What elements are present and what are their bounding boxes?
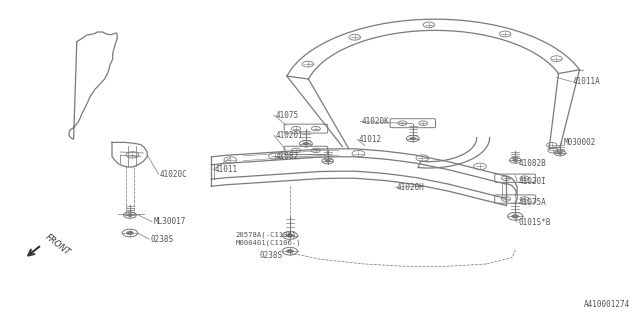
Text: 41020C: 41020C [160,170,188,179]
Text: M000401(C1106-): M000401(C1106-) [236,239,301,246]
Text: FRONT: FRONT [44,232,72,257]
Text: 0238S: 0238S [259,252,282,260]
Circle shape [325,160,330,162]
Text: 41020K: 41020K [362,117,389,126]
Circle shape [287,234,293,237]
Circle shape [512,215,518,218]
Text: 41011: 41011 [214,165,237,174]
Circle shape [513,159,518,162]
Text: ML30017: ML30017 [154,217,186,226]
Circle shape [127,231,133,235]
Circle shape [287,250,293,253]
Text: M030002: M030002 [563,138,596,147]
Text: 41082: 41082 [275,152,298,161]
Text: 0238S: 0238S [150,235,173,244]
Text: 0101S*B: 0101S*B [518,218,551,227]
Text: 20578A(-C1106): 20578A(-C1106) [236,231,297,238]
Text: 41012: 41012 [358,135,381,144]
Circle shape [410,137,416,140]
Text: 41075: 41075 [275,111,298,120]
Text: 41011A: 41011A [573,77,600,86]
Text: A410001274: A410001274 [584,300,630,309]
Text: 41082B: 41082B [518,159,546,168]
Text: 41075A: 41075A [518,198,546,207]
Circle shape [557,152,563,154]
Text: 41020H: 41020H [397,183,424,192]
Circle shape [127,214,133,216]
Circle shape [303,142,308,145]
Text: 41020I: 41020I [518,177,546,186]
Text: 41020I: 41020I [275,131,303,140]
